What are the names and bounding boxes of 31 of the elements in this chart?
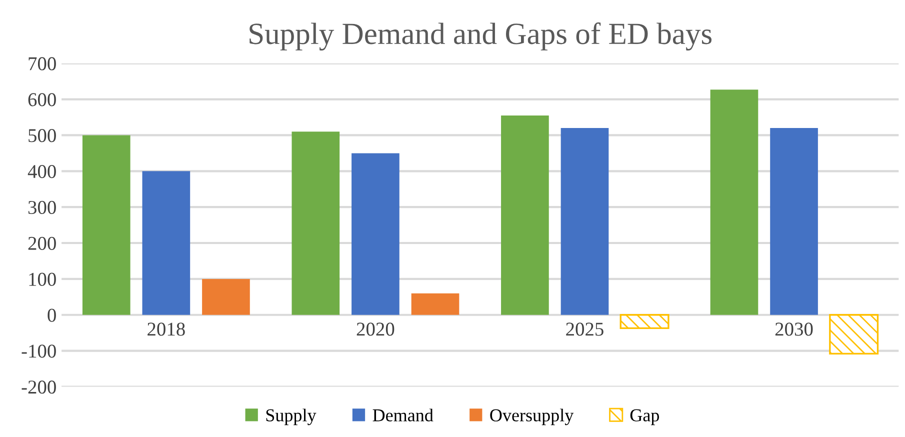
y-tick-label: 100 — [29, 272, 56, 286]
bar — [770, 128, 818, 315]
bar — [620, 314, 670, 330]
x-tick-label: 2025 — [566, 322, 604, 336]
bar — [82, 135, 130, 315]
x-tick-label: 2030 — [775, 322, 813, 336]
bar — [292, 132, 340, 315]
y-tick-label: 500 — [28, 129, 56, 142]
y-tick-label: -100 — [22, 344, 56, 358]
bar — [202, 278, 250, 315]
y-tick-label: -200 — [22, 380, 56, 394]
x-tick-label: 2018 — [148, 322, 185, 336]
bar — [560, 128, 609, 315]
legend-label: Demand — [372, 408, 434, 422]
x-tick-label: 2020 — [356, 322, 394, 336]
y-tick-label: 600 — [28, 93, 56, 106]
legend-label: Supply — [266, 408, 316, 426]
y-tick-label: 300 — [28, 200, 56, 214]
bar — [829, 314, 879, 355]
bar — [710, 90, 758, 315]
bar — [411, 293, 460, 315]
legend-label: Oversupply — [490, 408, 574, 426]
y-tick-label: 400 — [28, 164, 56, 178]
y-tick-label: 200 — [28, 236, 56, 250]
y-tick-label: 0 — [48, 308, 56, 322]
y-tick-label: 700 — [28, 57, 56, 70]
legend-label: Gap — [630, 409, 660, 426]
bar — [501, 115, 549, 315]
bar — [142, 171, 190, 315]
bar — [352, 153, 400, 315]
chart-title: Supply Demand and Gaps of ED bays — [250, 22, 712, 51]
